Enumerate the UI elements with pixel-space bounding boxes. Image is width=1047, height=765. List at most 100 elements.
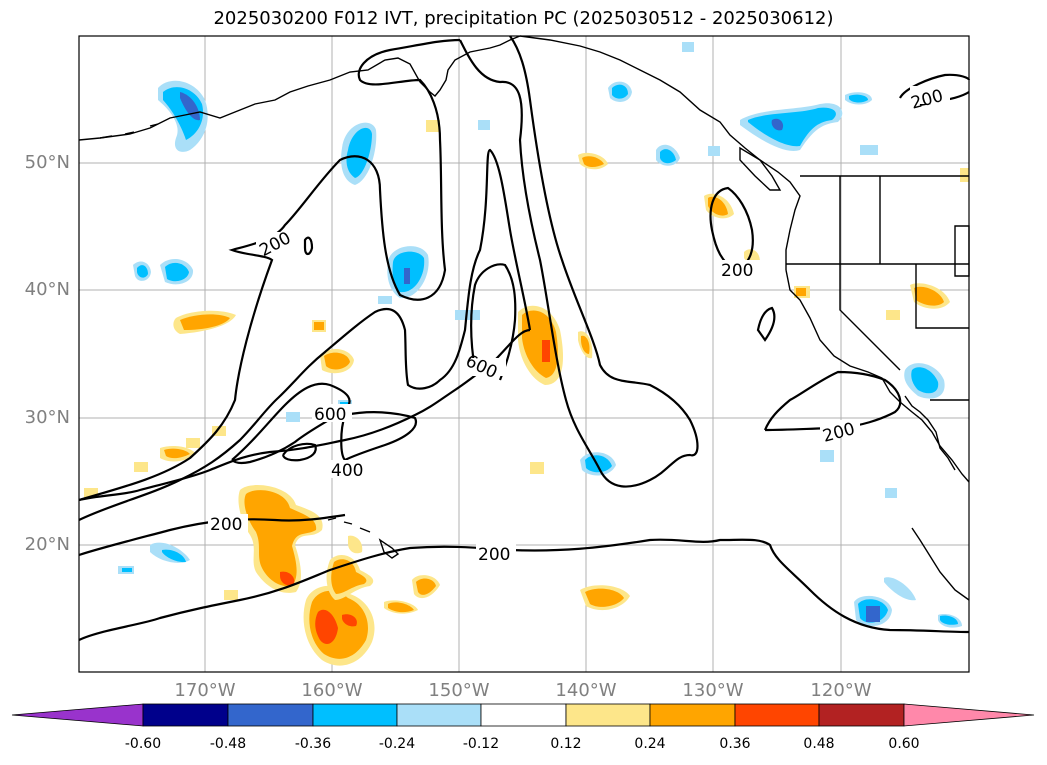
contour-label: 600 [314, 405, 346, 425]
precip-blob [346, 127, 372, 178]
colorbar-tick: 0.36 [719, 736, 751, 752]
colorbar-extend-left [11, 703, 144, 727]
precip-blob [162, 549, 186, 563]
precip-blob [180, 314, 230, 330]
precip-blob [860, 145, 878, 155]
baja-coast [904, 395, 956, 471]
precip-blob [960, 168, 969, 182]
ivt-contour-600 [470, 263, 517, 381]
precip-blob [660, 149, 676, 164]
colorbar-segment [734, 703, 820, 727]
colorbar-tick: 0.24 [634, 736, 666, 752]
colorbar-segment [649, 703, 736, 727]
precip-blob [585, 455, 612, 473]
precip-blob [165, 262, 189, 282]
precip-blob [224, 590, 238, 600]
precip-blob [163, 87, 204, 140]
precip-blob [134, 462, 148, 472]
precip-blob [849, 94, 868, 103]
precip-blob [314, 322, 324, 330]
colorbar-tick: 0.12 [550, 736, 582, 752]
precip-blob [404, 268, 410, 284]
colorbar-tick: 0.48 [803, 736, 835, 752]
contour-label-masks [208, 86, 950, 562]
colorbar-tick: -0.60 [124, 736, 162, 752]
precip-blob [612, 84, 628, 99]
precip-blob [885, 488, 897, 498]
bc-island [739, 146, 782, 191]
contour-label: 200 [721, 261, 753, 281]
colorbar-segment [396, 703, 482, 727]
precip-blob [280, 571, 295, 586]
colorbar-tick: -0.48 [209, 736, 247, 752]
alaska-coast [78, 35, 521, 141]
lon-label: 140°W [555, 680, 617, 701]
ivt-contour-200 [459, 35, 699, 488]
hawaii-islands [327, 517, 400, 559]
precip-blob [708, 146, 720, 156]
contour-label: 200 [478, 545, 510, 565]
precip-blob [244, 490, 317, 587]
precip-blob [914, 286, 944, 306]
precip-blob [342, 614, 357, 627]
colorbar-segment [142, 703, 229, 727]
precip-blob [940, 615, 958, 625]
colorbar-segment [312, 703, 398, 727]
contour-label: 400 [331, 461, 363, 481]
ivt-contour-400 [78, 148, 532, 521]
precip-blob [137, 265, 148, 278]
colorbar-segment [227, 703, 314, 727]
precip-blob [478, 120, 490, 130]
lon-label: 130°W [682, 680, 744, 701]
colorbar-tick: -0.24 [378, 736, 416, 752]
ivt-contour-600 [340, 411, 418, 462]
precip-blob [911, 367, 939, 394]
precip-blob [315, 609, 338, 644]
colorbar-segment [480, 703, 567, 727]
precip-blob [820, 450, 834, 462]
precip-blob [426, 120, 440, 132]
map-title: 2025030200 F012 IVT, precipitation PC (2… [213, 8, 834, 29]
state-border [839, 264, 901, 371]
precip-blob [331, 559, 367, 594]
precip-blob [324, 352, 350, 370]
map-frame [78, 35, 970, 673]
ivt-contour-200 [756, 306, 776, 342]
colorbar-segment [565, 703, 651, 727]
precip-blob [122, 568, 132, 572]
lon-label: 120°W [810, 680, 872, 701]
colorbar-tick: 0.60 [888, 736, 920, 752]
alaska-coast-east [519, 35, 801, 270]
precip-blob [886, 310, 900, 320]
precip-negative-areas [118, 42, 962, 628]
ivt-contour-200 [709, 186, 754, 272]
precip-blob [582, 156, 604, 167]
lon-label: 170°W [174, 680, 236, 701]
precip-blob [866, 606, 880, 622]
lon-label: 150°W [428, 680, 490, 701]
coastlines [78, 35, 970, 601]
precip-blob [416, 578, 436, 595]
aleutian-islands [99, 123, 159, 139]
ivt-contour-200 [78, 38, 461, 502]
colorbar-extend-right [903, 703, 1035, 727]
precip-blob [682, 42, 694, 52]
precip-blob [542, 340, 550, 362]
mexico-coast [911, 527, 970, 601]
colorbar-segment [818, 703, 905, 727]
precip-blob [286, 412, 300, 422]
precip-blob [581, 335, 590, 354]
precip-blob [771, 118, 784, 131]
contour-label: 200 [210, 515, 242, 535]
lon-label: 160°W [301, 680, 363, 701]
colorbar-tick: -0.36 [294, 736, 332, 752]
us-west-coast [785, 269, 970, 483]
lat-label: 50°N [24, 152, 70, 173]
precip-blob [585, 588, 624, 607]
precip-blob [884, 577, 916, 601]
precip-blob [348, 535, 363, 554]
lat-label: 20°N [24, 534, 70, 555]
precip-blob [748, 107, 836, 147]
lat-label: 40°N [24, 279, 70, 300]
